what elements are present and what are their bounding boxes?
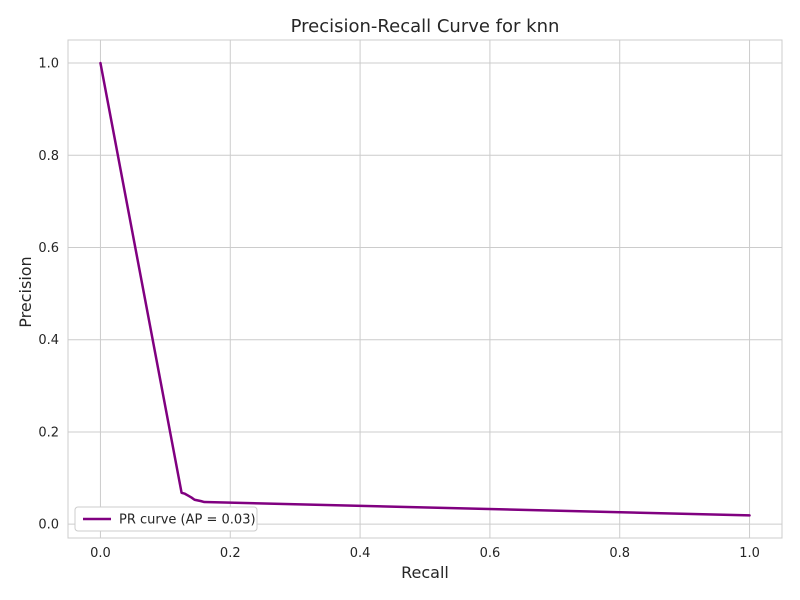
legend-box [74,506,258,532]
x-tick-label: 0.4 [350,546,371,561]
y-tick-label: 0.2 [38,425,59,440]
x-tick-label: 0.0 [90,546,111,561]
chart-title: Precision-Recall Curve for knn [291,16,560,37]
y-tick-label: 0.6 [38,241,59,256]
x-tick-label: 0.2 [220,546,241,561]
y-axis-label: Precision [16,256,35,327]
y-tick-label: 1.0 [38,57,59,72]
grid [68,40,782,538]
legend: PR curve (AP = 0.03) [74,506,258,532]
y-tick-label: 0.4 [38,333,59,348]
plot-background [68,40,782,538]
x-tick-label: 0.8 [609,546,630,561]
y-tick-labels: 0.0 0.2 0.4 0.6 0.8 1.0 [38,57,59,533]
y-tick-label: 0.8 [38,149,59,164]
x-tick-labels: 0.0 0.2 0.4 0.6 0.8 1.0 [90,546,760,561]
x-tick-label: 1.0 [739,546,760,561]
pr-curve-line [99,61,751,517]
legend-label: PR curve (AP = 0.03) [119,513,256,528]
x-axis-label: Recall [401,563,449,582]
plot-frame [67,39,783,539]
x-tick-label: 0.6 [480,546,501,561]
series-layer [99,61,751,517]
y-tick-label: 0.0 [38,518,59,533]
